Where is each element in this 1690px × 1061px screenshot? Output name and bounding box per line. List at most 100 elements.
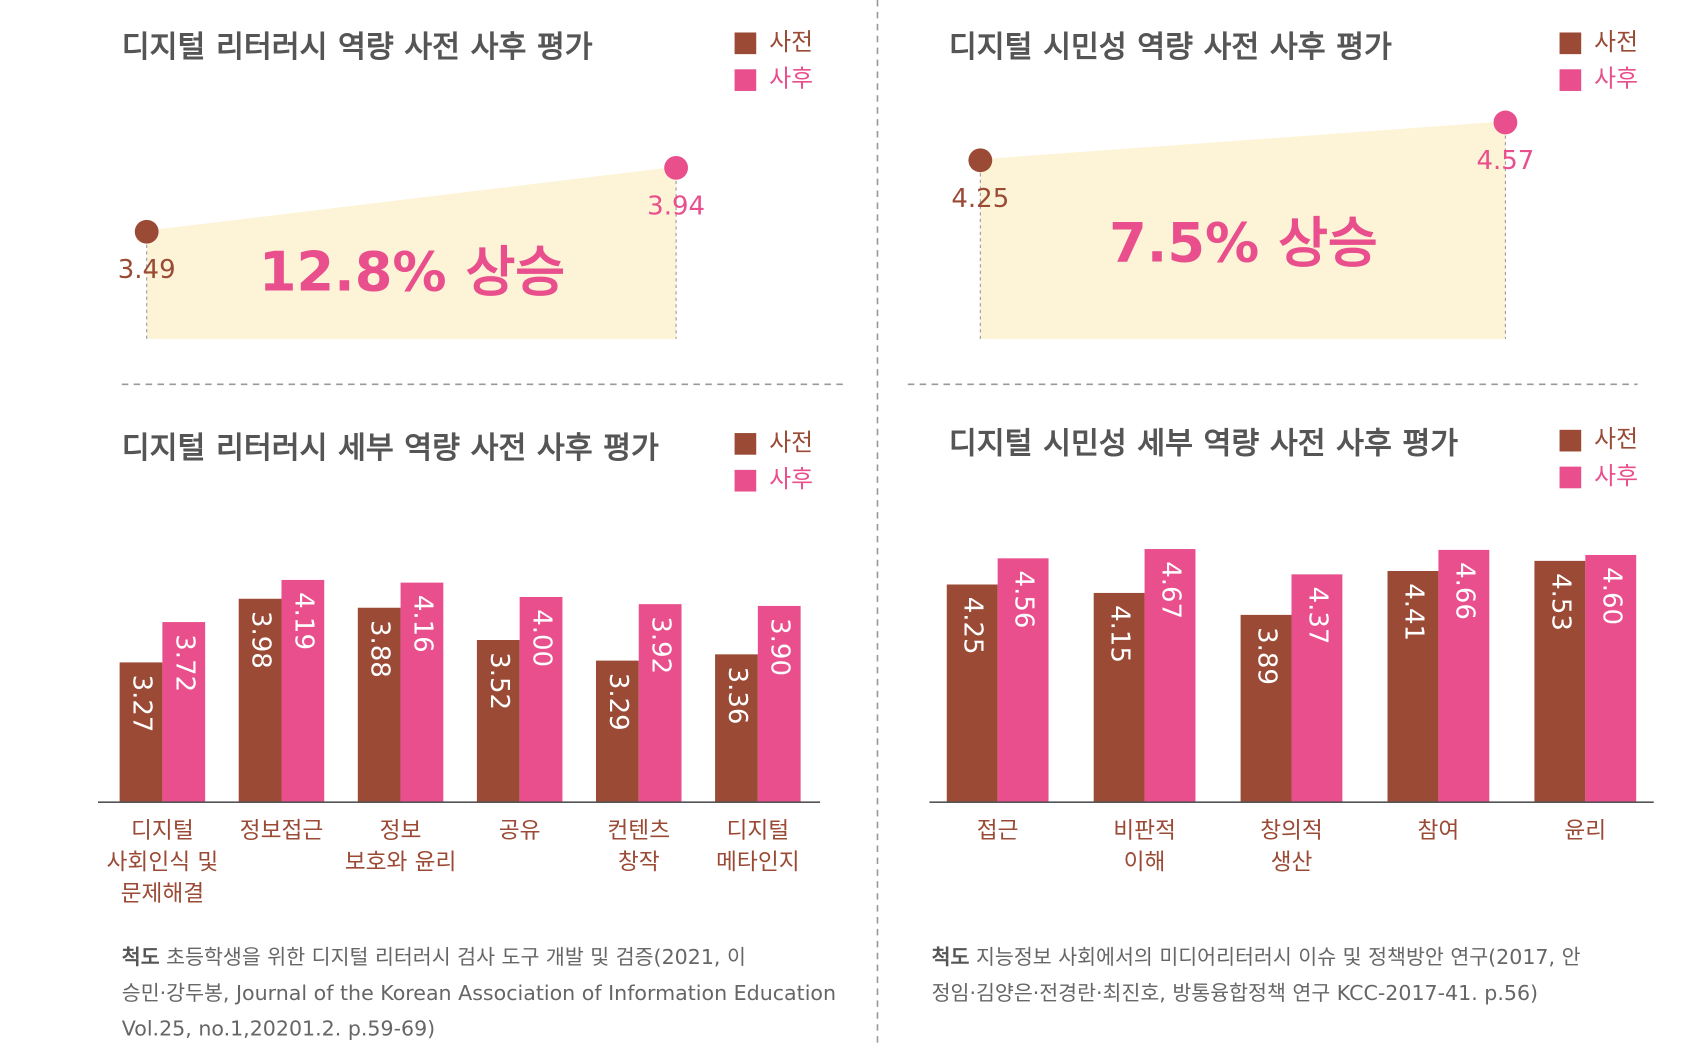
source-label: 척도 <box>122 945 160 969</box>
category-label: 디지털 <box>726 818 789 844</box>
point <box>664 155 689 180</box>
value-label: 3.92 <box>646 616 676 674</box>
bar <box>238 598 282 803</box>
annotation: 12.8% 상승 <box>259 241 565 304</box>
legend-label: 사후 <box>1594 65 1638 93</box>
value-label: 4.53 <box>1545 573 1575 631</box>
value-label: 4.00 <box>527 609 557 667</box>
legend-swatch <box>734 433 757 455</box>
source: 척도 지능정보 사회에서의 미디어리터러시 이슈 및 정책방안 연구(2017,… <box>932 945 1581 969</box>
source-text: 초등학생을 위한 디지털 리터러시 검사 도구 개발 및 검증(2021, 이 <box>166 945 746 969</box>
bar <box>519 596 563 803</box>
value-label: 3.94 <box>647 191 705 221</box>
legend-label: 사전 <box>1594 28 1638 56</box>
area <box>980 122 1506 339</box>
bar <box>1144 549 1196 803</box>
bar <box>997 558 1049 803</box>
value-label: 3.27 <box>127 675 157 733</box>
legend-swatch <box>734 32 757 55</box>
bar <box>1438 549 1490 803</box>
value-label: 4.66 <box>1449 562 1479 620</box>
legend-swatch <box>734 69 757 91</box>
source: Vol.25, no.1,20201.2. p.59-69) <box>122 1017 435 1041</box>
chart-title: 디지털 시민성 세부 역량 사전 사후 평가 <box>949 426 1458 461</box>
source: 척도 초등학생을 위한 디지털 리터러시 검사 도구 개발 및 검증(2021,… <box>122 945 746 969</box>
value-label: 3.52 <box>484 652 514 710</box>
category-label: 정보접근 <box>240 818 324 844</box>
bar <box>281 579 325 803</box>
line <box>146 166 677 233</box>
value-label: 4.67 <box>1156 561 1186 619</box>
bar <box>946 584 998 803</box>
point <box>134 219 159 244</box>
value-label: 4.57 <box>1477 146 1535 176</box>
bar <box>638 604 682 803</box>
category-label: 이해 <box>1124 849 1166 875</box>
bar <box>1291 574 1343 803</box>
legend-swatch <box>734 469 757 492</box>
value-label: 3.89 <box>1252 627 1282 685</box>
source-text: 정임·김양은·전경란·최진호, 방통융합정책 연구 KCC-2017-41. p… <box>932 981 1538 1005</box>
point <box>968 148 993 173</box>
annotation: 7.5% 상승 <box>1109 211 1378 274</box>
value-label: 3.29 <box>603 673 633 731</box>
category-label: 메타인지 <box>716 849 800 875</box>
source: 승민·강두봉, Journal of the Korean Associatio… <box>122 981 836 1005</box>
category-label: 참여 <box>1417 818 1459 844</box>
bar <box>162 622 206 803</box>
category-label: 윤리 <box>1564 818 1606 844</box>
legend-label: 사전 <box>769 428 813 456</box>
bar <box>476 639 520 803</box>
chart-title: 디지털 시민성 역량 사전 사후 평가 <box>949 30 1392 65</box>
bar <box>1585 554 1637 803</box>
source-label: 척도 <box>932 945 970 969</box>
point <box>1493 110 1518 135</box>
value-label: 4.60 <box>1596 567 1626 625</box>
category-label: 비판적 <box>1113 818 1176 844</box>
bar <box>1240 614 1292 803</box>
line <box>980 121 1506 162</box>
category-label: 보호와 윤리 <box>345 849 457 875</box>
bar <box>757 605 801 803</box>
category-label: 창의적 <box>1260 818 1323 844</box>
value-label: 4.41 <box>1398 583 1428 641</box>
category-label: 정보 <box>380 818 422 844</box>
bar <box>1387 570 1439 803</box>
value-label: 4.15 <box>1105 605 1135 663</box>
bar <box>357 607 401 803</box>
bar <box>119 662 163 803</box>
value-label: 4.16 <box>407 595 437 653</box>
value-label: 3.90 <box>765 618 795 676</box>
source-text: 승민·강두봉, Journal of the Korean Associatio… <box>122 981 836 1005</box>
bar <box>400 582 444 803</box>
legend-label: 사전 <box>769 28 813 56</box>
legend-swatch <box>1559 69 1582 91</box>
category-label: 컨텐츠 <box>607 818 670 844</box>
category-label: 접근 <box>977 818 1019 844</box>
chart-title: 디지털 리터러시 역량 사전 사후 평가 <box>122 30 593 65</box>
area <box>146 167 677 339</box>
value-label: 3.88 <box>365 620 395 678</box>
category-label: 문제해결 <box>121 881 205 907</box>
value-label: 4.56 <box>1009 571 1039 629</box>
chart-title: 디지털 리터러시 세부 역량 사전 사후 평가 <box>122 431 659 466</box>
source-text: 지능정보 사회에서의 미디어리터러시 이슈 및 정책방안 연구(2017, 안 <box>976 945 1581 969</box>
source: 정임·김양은·전경란·최진호, 방통융합정책 연구 KCC-2017-41. p… <box>932 981 1538 1005</box>
category-label: 창작 <box>618 849 660 875</box>
bar <box>1093 592 1145 803</box>
legend-label: 사후 <box>769 65 813 93</box>
value-label: 4.19 <box>288 592 318 650</box>
source-text: Vol.25, no.1,20201.2. p.59-69) <box>122 1017 435 1041</box>
legend-swatch <box>1559 32 1582 55</box>
legend-swatch <box>1559 466 1582 489</box>
value-label: 4.37 <box>1302 587 1332 645</box>
value-label: 3.36 <box>722 667 752 725</box>
legend-label: 사후 <box>769 465 813 493</box>
legend-label: 사전 <box>1594 425 1638 453</box>
value-label: 3.49 <box>118 255 176 285</box>
bar <box>595 660 639 803</box>
bar <box>715 654 758 803</box>
category-label: 디지털 <box>131 818 194 844</box>
category-label: 공유 <box>499 818 541 844</box>
